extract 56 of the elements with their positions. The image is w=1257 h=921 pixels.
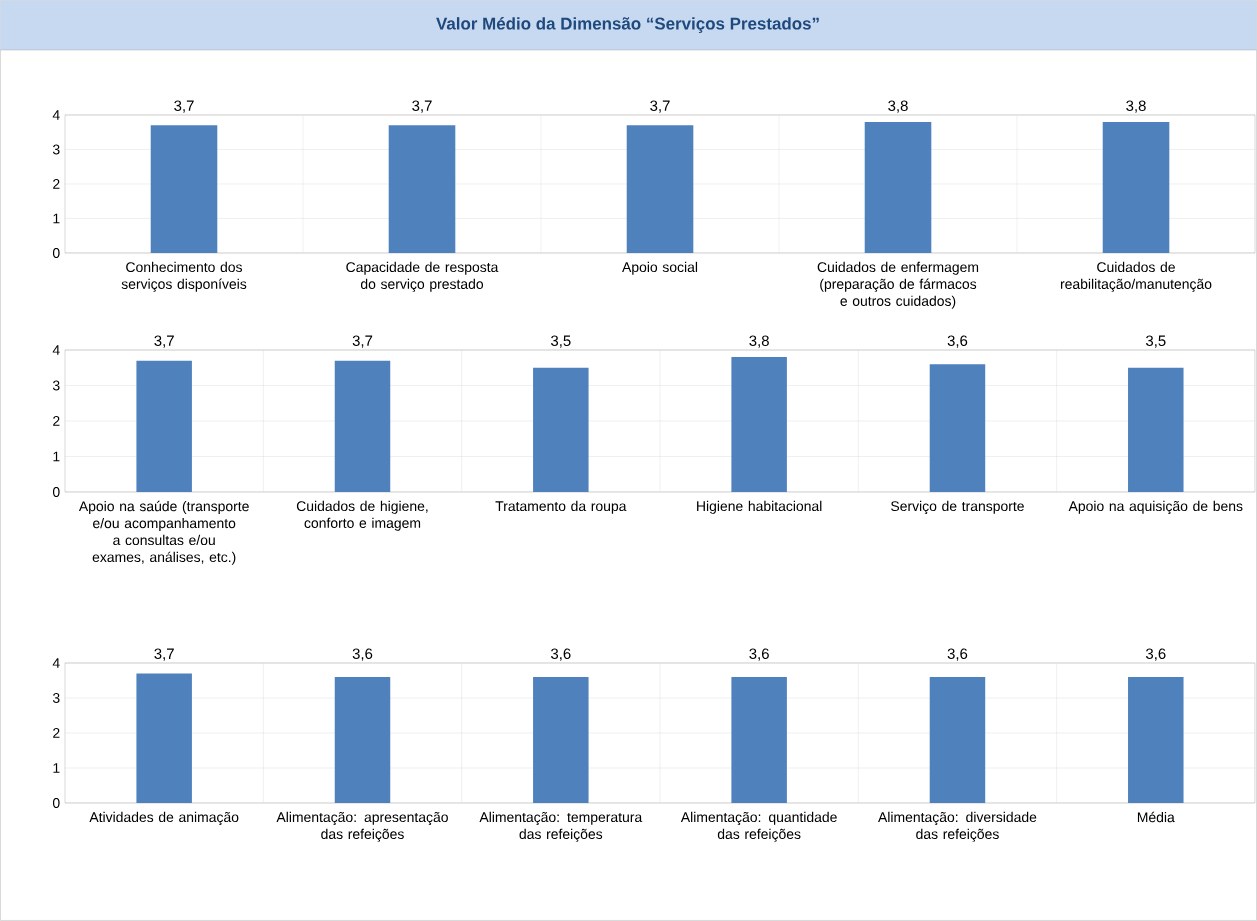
x-tick-label: Cuidados de reabilitação/manutenção bbox=[1060, 261, 1212, 292]
x-tick-label: Apoio na aquisição de bens bbox=[1068, 500, 1243, 514]
x-tick-label: Higiene habitacional bbox=[697, 500, 822, 514]
y-tick-label: 3 bbox=[52, 380, 60, 391]
y-tick-label: 3 bbox=[52, 144, 60, 155]
data-label: 3,6 bbox=[1145, 648, 1166, 661]
data-label: 3,7 bbox=[154, 648, 174, 661]
x-tick-label: Apoio social bbox=[622, 261, 698, 275]
y-tick-label: 0 bbox=[52, 798, 60, 808]
x-tick-label: Alimentação: diversidade das refeições bbox=[878, 811, 1037, 842]
y-tick-label: 2 bbox=[53, 179, 60, 189]
x-tick-label: Alimentação: quantidade das refeições bbox=[680, 811, 837, 842]
data-label: 3,5 bbox=[1145, 335, 1166, 348]
x-tick-label: Capacidade de resposta do serviço prestado bbox=[346, 261, 499, 292]
data-label: 3,7 bbox=[154, 335, 174, 348]
x-tick-label: Alimentação: temperatura das refeições bbox=[479, 811, 643, 842]
x-tick-label: Serviço de transporte bbox=[891, 500, 1024, 514]
x-tick-label: Cuidados de enfermagem (preparação de fármacos e outros cuidados) bbox=[817, 261, 979, 309]
data-label: 3,6 bbox=[749, 648, 769, 661]
x-tick-label: Média bbox=[1137, 811, 1175, 823]
bar bbox=[334, 360, 391, 492]
bar bbox=[533, 367, 589, 492]
y-tick-label: 0 bbox=[52, 487, 60, 497]
data-label: 3,6 bbox=[947, 648, 968, 661]
data-label: 3,8 bbox=[749, 335, 769, 348]
data-label: 3,7 bbox=[650, 100, 670, 113]
y-tick-label: 0 bbox=[52, 248, 60, 258]
x-tick-label: Tratamento da roupa bbox=[495, 500, 627, 514]
data-label: 3,8 bbox=[888, 100, 908, 113]
y-tick-label: 1 bbox=[53, 213, 60, 224]
data-label: 3,7 bbox=[412, 100, 432, 113]
y-tick-label: 4 bbox=[52, 345, 60, 355]
y-tick-label: 2 bbox=[53, 728, 60, 738]
x-tick-label: Alimentação: apresentação das refeições bbox=[276, 811, 448, 842]
data-label: 3,6 bbox=[352, 648, 373, 661]
y-tick-label: 1 bbox=[53, 451, 60, 462]
y-tick-label: 2 bbox=[53, 416, 60, 426]
data-label: 3,5 bbox=[550, 335, 571, 348]
y-tick-label: 3 bbox=[52, 693, 60, 703]
x-tick-label: Atividades de animação bbox=[89, 811, 239, 825]
x-tick-label: Cuidados de higiene, conforto e imagem bbox=[296, 500, 428, 531]
y-tick-label: 4 bbox=[52, 110, 60, 120]
data-label: 3,8 bbox=[1126, 100, 1146, 113]
x-tick-label: Conhecimento dos serviços disponíveis bbox=[121, 261, 247, 292]
bar bbox=[731, 357, 787, 492]
bar bbox=[929, 364, 986, 492]
bar bbox=[1128, 367, 1184, 492]
y-tick-label: 4 bbox=[52, 658, 60, 668]
bar bbox=[136, 360, 192, 492]
x-tick-label: Apoio na saúde (transporte e/ou acompanhamento a consultas e/ou exames, análises, etc.) bbox=[78, 500, 249, 565]
data-label: 3,7 bbox=[352, 335, 373, 348]
data-label: 3,6 bbox=[550, 648, 571, 661]
chart-title: Valor Médio da Dimensão “Serviços Prestados” bbox=[436, 17, 819, 33]
data-label: 3,6 bbox=[947, 335, 968, 348]
data-label: 3,7 bbox=[174, 100, 194, 113]
y-tick-label: 1 bbox=[53, 763, 60, 773]
